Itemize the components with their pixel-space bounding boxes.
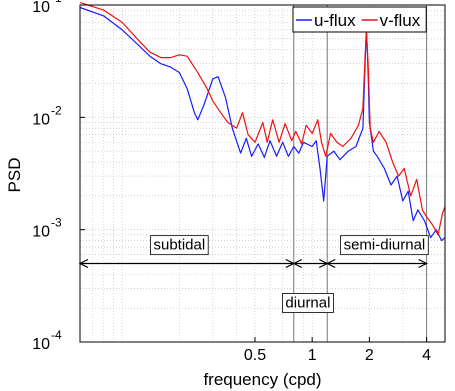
arrowhead — [325, 258, 336, 269]
y-tick-label: 10 — [32, 0, 50, 16]
band-label-box — [150, 235, 209, 256]
legend-label-v-flux: v-flux — [380, 11, 421, 30]
band-label-box — [340, 235, 429, 256]
y-tick-label: 10 — [32, 336, 50, 353]
x-tick-label: 0.5 — [244, 347, 266, 364]
plot-frame — [79, 4, 446, 343]
series-line-v-flux — [79, 2, 446, 236]
reference-lines — [293, 5, 428, 342]
legend: u-flux v-flux — [292, 6, 427, 33]
y-tick-exponent: -3 — [51, 216, 62, 230]
x-axis-label: frequency (cpd) — [203, 370, 321, 389]
x-tick-label: 4 — [422, 347, 431, 364]
arrowhead — [292, 258, 303, 269]
band-label-semi-diurnal: semi-diurnal — [344, 237, 426, 254]
y-tick-label: 10 — [32, 224, 50, 241]
y-tick-exponent: -1 — [51, 0, 62, 5]
x-tick-label: 2 — [365, 347, 374, 364]
grid-lines — [80, 5, 445, 342]
y-axis-label: PSD — [5, 158, 24, 193]
band-label-box — [282, 293, 334, 313]
series-lines — [79, 2, 446, 242]
band-label-diurnal: diurnal — [285, 295, 330, 312]
y-tick-exponent: -2 — [51, 103, 62, 117]
y-tick-label: 10 — [32, 111, 50, 128]
legend-box — [292, 6, 427, 33]
frequency-bands: subtidal diurnal semi-diurnal — [78, 235, 429, 313]
arrowhead — [418, 258, 428, 269]
legend-label-u-flux: u-flux — [314, 11, 356, 30]
band-label-subtidal: subtidal — [154, 237, 206, 254]
series-line-u-flux — [79, 6, 446, 242]
x-tick-label: 1 — [308, 347, 317, 364]
y-tick-exponent: -4 — [51, 328, 62, 342]
